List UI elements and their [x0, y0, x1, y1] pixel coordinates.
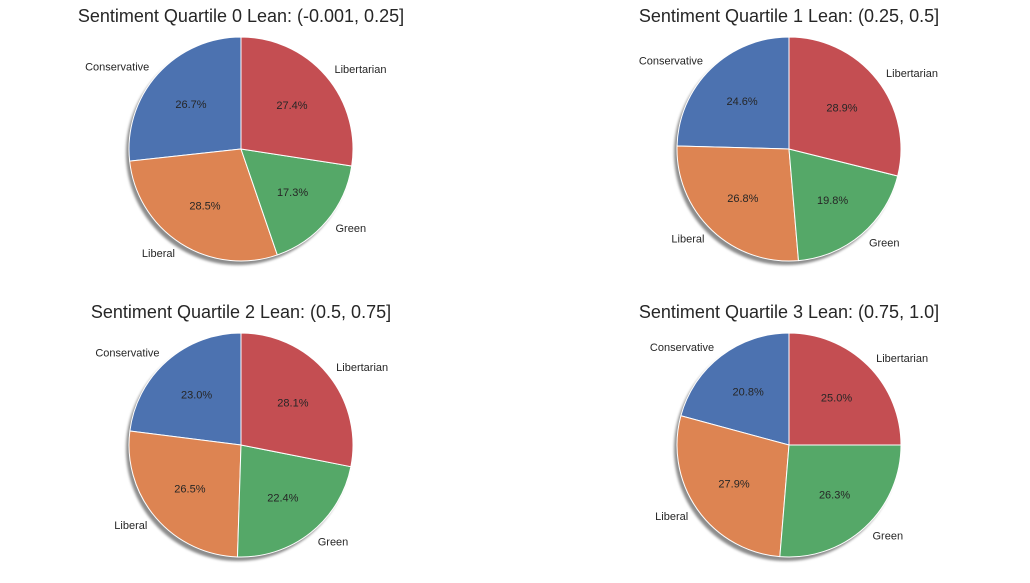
slice-percent-label: 20.8% [733, 387, 764, 399]
pie-slice-libertarian [240, 36, 354, 167]
pie-slice-conservative [128, 36, 242, 162]
slice-category-label: Libertarian [336, 362, 388, 374]
pie-chart-1: Sentiment Quartile 1 Lean: (0.25, 0.5] 24… [639, 6, 939, 265]
slice-category-label: Conservative [95, 348, 159, 360]
slice-percent-label: 23.0% [181, 390, 212, 402]
pie-slice-libertarian [788, 36, 902, 177]
slice-percent-label: 26.5% [174, 484, 205, 496]
chart-title: Sentiment Quartile 2 Lean: (0.5, 0.75] [91, 302, 391, 322]
slice-percent-label: 26.7% [175, 99, 206, 111]
pie-slice-green [788, 148, 899, 262]
slice-category-label: Green [869, 238, 900, 250]
slice-category-label: Green [872, 531, 903, 543]
slice-percent-label: 17.3% [277, 187, 308, 199]
slice-category-label: Conservative [639, 56, 703, 68]
slice-category-label: Liberal [142, 248, 175, 260]
slice-category-label: Libertarian [335, 64, 387, 76]
pie-slice-green [779, 444, 902, 558]
slice-percent-label: 28.5% [189, 201, 220, 213]
slice-category-label: Conservative [650, 342, 714, 354]
slice-category-label: Liberal [114, 520, 147, 532]
slice-category-label: Green [318, 536, 349, 548]
pie-slice-conservative [129, 332, 242, 446]
chart-title: Sentiment Quartile 1 Lean: (0.25, 0.5] [639, 6, 939, 26]
slice-category-label: Green [336, 223, 367, 235]
pie-slice-liberal [676, 415, 790, 558]
slice-percent-label: 25.0% [821, 392, 852, 404]
slice-percent-label: 27.4% [276, 100, 307, 112]
slice-percent-label: 26.8% [727, 193, 758, 205]
slice-percent-label: 24.6% [727, 96, 758, 108]
slice-category-label: Liberal [655, 511, 688, 523]
pie-slice-liberal [128, 430, 242, 558]
slice-percent-label: 28.1% [277, 397, 308, 409]
pie-chart-0: Sentiment Quartile 0 Lean: (-0.001, 0.25… [78, 6, 404, 265]
slice-percent-label: 28.9% [826, 103, 857, 115]
slice-percent-label: 19.8% [817, 195, 848, 207]
pie-slice-liberal [676, 145, 799, 262]
slice-category-label: Libertarian [876, 353, 928, 365]
chart-title: Sentiment Quartile 0 Lean: (-0.001, 0.25… [78, 6, 404, 26]
chart-title: Sentiment Quartile 3 Lean: (0.75, 1.0] [639, 302, 939, 322]
pie-slice-libertarian [240, 332, 354, 468]
pie-slice-liberal [129, 148, 278, 262]
slice-category-label: Libertarian [886, 68, 938, 80]
slice-category-label: Liberal [671, 234, 704, 246]
pie-chart-2: Sentiment Quartile 2 Lean: (0.5, 0.75] 23… [91, 302, 391, 561]
slice-percent-label: 27.9% [718, 479, 749, 491]
pie-slice-conservative [680, 332, 790, 446]
slice-percent-label: 22.4% [267, 493, 298, 505]
slice-category-label: Conservative [85, 62, 149, 74]
pie-slice-green [236, 444, 352, 558]
pie-slice-green [240, 148, 353, 256]
pie-chart-3: Sentiment Quartile 3 Lean: (0.75, 1.0] 20… [639, 302, 939, 561]
slice-percent-label: 26.3% [819, 489, 850, 501]
pie-slice-libertarian [788, 332, 902, 446]
pie-slice-conservative [676, 36, 790, 150]
